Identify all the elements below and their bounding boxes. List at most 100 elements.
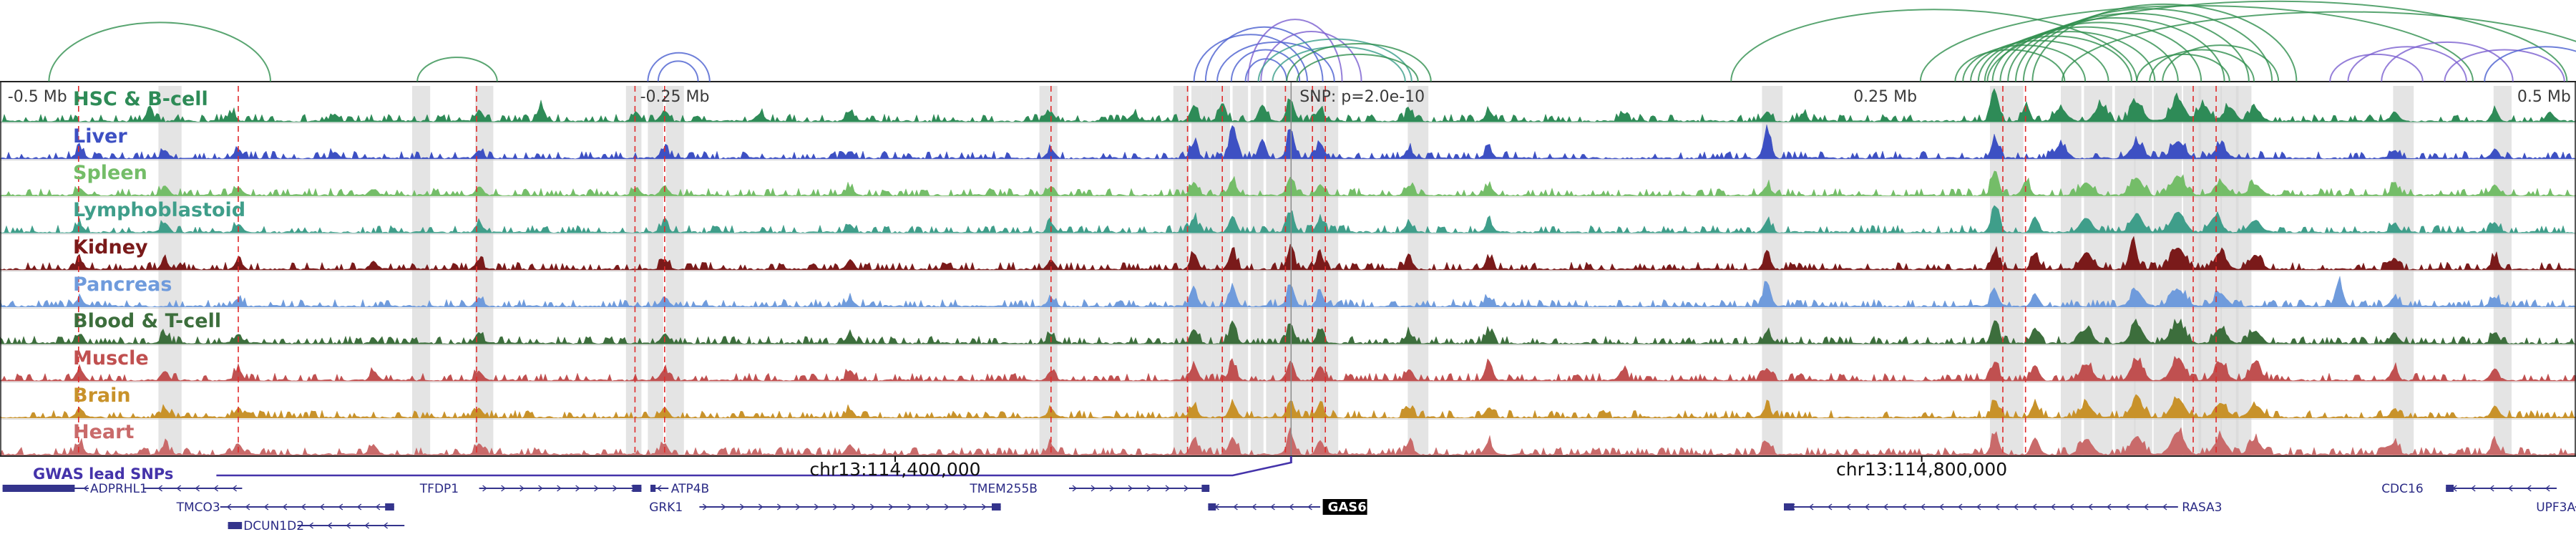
track-label-muscle[interactable]: Muscle [73, 347, 149, 369]
strand-arrow-icon [1252, 503, 1257, 511]
interaction-arc[interactable] [2347, 46, 2467, 82]
gene-rasa3[interactable]: RASA3 [1784, 500, 2223, 515]
strand-arrow-icon [1184, 485, 1189, 492]
strand-arrow-icon [1938, 503, 1944, 511]
interaction-arc[interactable] [2149, 49, 2255, 82]
gene-label: TMCO3 [176, 500, 220, 515]
coordinate-label-left: chr13:114,400,000 [809, 459, 981, 480]
gene-cdc16[interactable]: CDC16 [2380, 482, 2557, 496]
interaction-arc[interactable] [1272, 46, 1406, 82]
interaction-arc[interactable] [2007, 17, 2225, 82]
interaction-arc[interactable] [1919, 5, 2474, 82]
interaction-arc[interactable] [1247, 19, 1343, 82]
track-label-liver[interactable]: Liver [73, 125, 127, 147]
interaction-arc[interactable] [416, 57, 498, 82]
gene-gas6[interactable]: GAS6 [1208, 499, 1367, 515]
gene-dcun1d2[interactable]: DCUN1D2 [228, 519, 405, 533]
strand-arrow-icon [832, 503, 838, 511]
strand-arrow-icon [319, 503, 325, 511]
interaction-arc[interactable] [1986, 0, 2568, 82]
track-label-lymphoblastoid[interactable]: Lymphoblastoid [73, 199, 246, 222]
interaction-arc[interactable] [1230, 49, 1301, 82]
interaction-arc[interactable] [1962, 44, 2087, 82]
strand-arrow-icon [1901, 503, 1907, 511]
gene-label: RASA3 [2182, 500, 2222, 515]
strand-arrow-icon [327, 522, 333, 529]
gene-label-bg [2380, 482, 2421, 495]
strand-arrow-icon [1827, 503, 1833, 511]
gene-label: TFDP1 [419, 482, 459, 496]
signal-track-liver[interactable] [0, 124, 2576, 160]
signal-track-hsc-b-cell[interactable] [0, 87, 2576, 122]
gene-label-bg [669, 482, 711, 495]
track-label-heart[interactable]: Heart [73, 421, 135, 444]
coordinate-label-right: chr13:114,800,000 [1836, 459, 2008, 480]
interaction-arc[interactable] [1977, 35, 2132, 82]
track-label-spleen[interactable]: Spleen [73, 162, 147, 185]
strand-arrow-icon [2050, 503, 2056, 511]
exon-block [650, 485, 656, 492]
gene-atp4b[interactable]: ATP4B [650, 482, 711, 496]
interaction-arc[interactable] [657, 60, 699, 82]
interaction-arc[interactable] [2329, 53, 2424, 82]
strand-arrow-icon [482, 485, 487, 492]
gene-label: ATP4B [671, 482, 709, 496]
gene-upf3a[interactable]: UPF3A [2534, 500, 2576, 515]
interaction-arc[interactable] [1260, 31, 1362, 82]
signal-track-pancreas[interactable] [0, 276, 2576, 308]
interaction-arc[interactable] [2061, 11, 2576, 82]
strand-arrow-icon [1808, 503, 1814, 511]
strand-arrow-icon [2471, 485, 2476, 492]
interaction-arc[interactable] [2381, 41, 2514, 82]
strand-arrow-icon [157, 485, 163, 492]
interaction-arc[interactable] [2015, 12, 2250, 82]
interaction-arc[interactable] [1204, 26, 1324, 82]
interaction-arc[interactable] [647, 52, 711, 82]
strand-arrow-icon [338, 503, 343, 511]
gene-grk1[interactable]: GRK1 [648, 500, 1001, 515]
interaction-arc[interactable] [1257, 38, 1413, 82]
strand-arrow-icon [962, 503, 968, 511]
interaction-arc[interactable] [1296, 53, 1419, 82]
interaction-arc[interactable] [1286, 43, 1432, 82]
strand-arrow-icon [2143, 503, 2149, 511]
gene-label-bg [418, 482, 459, 495]
track-label-kidney[interactable]: Kidney [73, 236, 148, 258]
gene-tmem255b[interactable]: TMEM255B [968, 482, 1210, 496]
interaction-arc[interactable] [1193, 34, 1308, 82]
interaction-arc[interactable] [2031, 3, 2298, 82]
signal-track-kidney[interactable] [0, 236, 2576, 271]
strand-arrow-icon [282, 503, 288, 511]
gene-tfdp1[interactable]: TFDP1 [418, 482, 642, 496]
interaction-arc[interactable] [1730, 9, 2138, 82]
signal-track-spleen[interactable] [0, 170, 2576, 197]
signal-track-heart[interactable] [0, 427, 2576, 456]
gene-label: TMEM255B [969, 482, 1038, 496]
interaction-arc[interactable] [1216, 41, 1335, 82]
interaction-arc[interactable] [2484, 46, 2576, 82]
strand-arrow-icon [1072, 485, 1078, 492]
strand-arrow-icon [1270, 503, 1275, 511]
gene-tmco3[interactable]: TMCO3 [175, 500, 394, 515]
interaction-arc[interactable] [1984, 31, 2156, 82]
track-label-blood-t-cell[interactable]: Blood & T-cell [73, 310, 222, 333]
strand-arrow-icon [594, 485, 599, 492]
signal-track-lymphoblastoid[interactable] [0, 205, 2576, 234]
signal-track-muscle[interactable] [0, 355, 2576, 382]
track-label-brain[interactable]: Brain [73, 384, 131, 407]
track-label-pancreas[interactable]: Pancreas [73, 273, 172, 296]
strand-arrow-icon [925, 503, 931, 511]
interaction-arc[interactable] [2444, 49, 2565, 82]
interaction-arc[interactable] [2022, 8, 2273, 82]
strand-arrow-icon [2508, 485, 2513, 492]
interaction-arc[interactable] [2162, 44, 2280, 82]
gene-adprhl1[interactable]: ADPRHL1 [2, 482, 243, 496]
strand-arrow-icon [1976, 503, 1981, 511]
track-label-hsc-b-cell[interactable]: HSC & B-cell [73, 88, 208, 110]
strand-arrow-icon [2124, 503, 2130, 511]
signal-track-brain[interactable] [0, 394, 2576, 419]
interaction-arc[interactable] [48, 21, 271, 82]
signal-track-blood-t-cell[interactable] [0, 318, 2576, 345]
exon-block [1201, 485, 1210, 492]
